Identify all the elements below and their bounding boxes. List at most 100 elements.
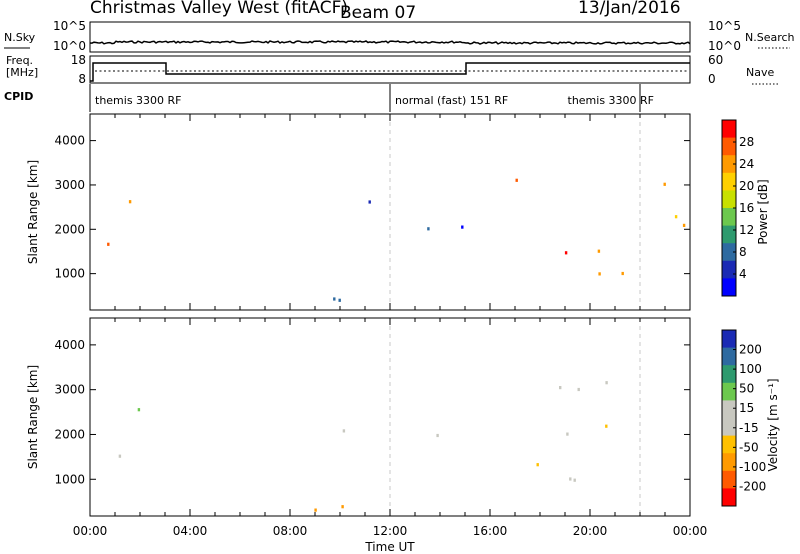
freq-trace bbox=[90, 62, 690, 82]
cpid-segment-label: normal (fast) 151 RF bbox=[395, 94, 508, 107]
colorbar-tick-label: 4 bbox=[739, 267, 747, 281]
cpid-label: CPID bbox=[4, 90, 33, 103]
scatter-cell bbox=[333, 297, 336, 301]
colorbar-cell bbox=[722, 120, 736, 139]
freq-left-tick-top: 18 bbox=[71, 53, 86, 67]
colorbar-tick-label: 50 bbox=[739, 382, 754, 396]
scatter-cell bbox=[573, 478, 576, 482]
scatter-cell bbox=[569, 477, 572, 481]
scatter-cell bbox=[564, 251, 568, 255]
beam-label: Beam 07 bbox=[340, 3, 416, 23]
velocity-ylabel: Slant Range [km] bbox=[26, 365, 40, 469]
noise-sky-trace bbox=[89, 40, 691, 45]
freq-left-label-2: [MHz] bbox=[6, 66, 38, 79]
colorbar-frame bbox=[721, 329, 737, 507]
colorbar-cell bbox=[722, 172, 736, 191]
colorbar-cell bbox=[722, 365, 736, 384]
colorbar-cell bbox=[722, 208, 736, 227]
colorbar-cell bbox=[722, 347, 736, 366]
scatter-cell bbox=[314, 508, 317, 512]
scatter-cell bbox=[427, 227, 430, 231]
noise-left-label: N.Sky bbox=[4, 31, 36, 44]
colorbar-tick-label: -50 bbox=[739, 440, 759, 454]
colorbar-tick-label: 8 bbox=[739, 245, 747, 259]
colorbar-cell bbox=[722, 488, 736, 507]
scatter-cell bbox=[341, 505, 344, 509]
y-tick-label: 1000 bbox=[54, 267, 85, 281]
colorbar-cell bbox=[722, 137, 736, 156]
colorbar-cell bbox=[722, 400, 736, 419]
colorbar-cell bbox=[722, 155, 736, 174]
colorbar-cell bbox=[722, 278, 736, 297]
cpid-segment-label: themis 3300 RF bbox=[568, 94, 655, 107]
noise-right-tick-top: 10^5 bbox=[708, 19, 741, 33]
colorbar-cell bbox=[722, 190, 736, 209]
colorbar-cell bbox=[722, 470, 736, 489]
colorbar-tick-label: 15 bbox=[739, 401, 754, 415]
time-axis-label: Time UT bbox=[364, 540, 415, 554]
colorbar-tick-label: -15 bbox=[739, 421, 759, 435]
time-tick-label: 16:00 bbox=[473, 524, 508, 538]
colorbar-tick-label: 28 bbox=[739, 135, 754, 149]
freq-left-label-1: Freq. bbox=[6, 54, 33, 67]
scatter-cell bbox=[515, 178, 518, 182]
scatter-cell bbox=[559, 386, 562, 390]
colorbar-cell bbox=[722, 435, 736, 454]
scatter-cell bbox=[536, 463, 539, 467]
power-colorbar-label: Power [dB] bbox=[756, 179, 770, 244]
y-tick-label: 2000 bbox=[54, 222, 85, 236]
scatter-cell bbox=[598, 272, 601, 276]
scatter-cell bbox=[577, 387, 580, 392]
scatter-cell bbox=[682, 223, 686, 227]
time-tick-labels: 00:00 04:00 08:00 12:00 16:00 20:00 00:00 bbox=[73, 524, 708, 538]
scatter-cell bbox=[368, 200, 371, 204]
velocity-colorbar-label: Velocity [m s⁻¹] bbox=[766, 378, 780, 471]
scatter-cell bbox=[605, 381, 608, 385]
y-tick-label: 1000 bbox=[54, 472, 85, 486]
noise-left-tick-top: 10^5 bbox=[53, 19, 86, 33]
y-tick-label: 3000 bbox=[54, 178, 85, 192]
freq-right-tick-bottom: 0 bbox=[708, 72, 716, 86]
freq-right-tick-top: 60 bbox=[708, 53, 723, 67]
y-tick-label: 3000 bbox=[54, 383, 85, 397]
scatter-cell bbox=[663, 182, 666, 186]
date-label: 13/Jan/2016 bbox=[578, 0, 681, 18]
y-tick-label: 4000 bbox=[54, 338, 85, 352]
time-tick-label: 12:00 bbox=[373, 524, 408, 538]
power-ylabel: Slant Range [km] bbox=[26, 160, 40, 264]
scatter-cell bbox=[342, 429, 346, 433]
scatter-cell bbox=[461, 225, 464, 229]
scatter-cell bbox=[436, 433, 439, 438]
scatter-cell bbox=[118, 454, 122, 458]
colorbar-cell bbox=[722, 243, 736, 262]
colorbar-tick-label: 24 bbox=[739, 157, 754, 171]
colorbar-tick-label: 20 bbox=[739, 179, 754, 193]
scatter-cell bbox=[338, 298, 341, 302]
time-tick-label: 00:00 bbox=[73, 524, 108, 538]
freq-right-label: Nave bbox=[746, 66, 774, 79]
cpid-row: themis 3300 RF normal (fast) 151 RF themis… bbox=[95, 84, 654, 112]
noise-panel bbox=[89, 21, 691, 53]
colorbar-cell bbox=[722, 418, 736, 437]
velocity-heatmap bbox=[118, 381, 608, 512]
colorbar-tick-label: 200 bbox=[739, 343, 762, 357]
scatter-cell bbox=[566, 432, 569, 436]
scatter-cell bbox=[597, 249, 601, 253]
colorbar-cell bbox=[722, 382, 736, 401]
cpid-segment-label: themis 3300 RF bbox=[95, 94, 182, 107]
freq-left-tick-bottom: 8 bbox=[78, 72, 86, 86]
time-tick-label: 08:00 bbox=[273, 524, 308, 538]
freq-panel bbox=[89, 55, 691, 84]
plot-title: Christmas Valley West (fitACF) bbox=[90, 0, 348, 18]
noise-right-tick-bottom: 10^0 bbox=[708, 39, 741, 53]
colorbar-tick-label: 16 bbox=[739, 201, 754, 215]
scatter-cell bbox=[621, 271, 624, 276]
y-tick-label: 4000 bbox=[54, 134, 85, 148]
scatter-cell bbox=[137, 408, 141, 412]
colorbar-tick-label: 100 bbox=[739, 362, 762, 376]
colorbar-cell bbox=[722, 260, 736, 279]
power-axes: 1000 2000 3000 4000 bbox=[54, 114, 691, 310]
scatter-cell bbox=[107, 242, 110, 246]
colorbar-cell bbox=[722, 225, 736, 244]
